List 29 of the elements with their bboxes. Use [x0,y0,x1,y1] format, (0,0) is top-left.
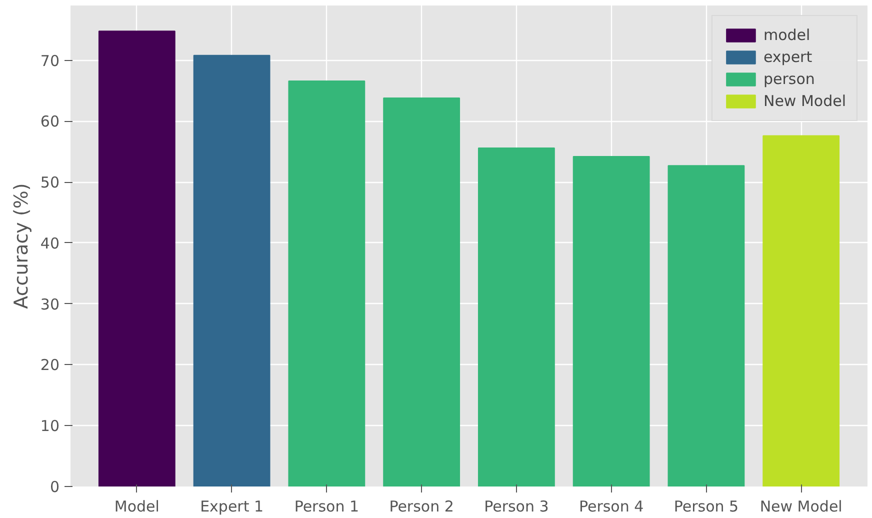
legend-label: person [763,70,815,88]
y-tick-label: 30 [40,295,60,314]
y-tick-label: 70 [40,52,60,70]
bar [193,54,270,486]
legend-label: model [763,26,810,44]
legend-label: New Model [763,92,846,110]
bar [762,135,840,486]
y-tick-label: 10 [40,417,60,436]
x-tick-label: Model [114,498,160,516]
bar [288,80,366,486]
x-tick-label: Person 1 [294,498,360,516]
x-tick-label: Expert 1 [200,498,264,516]
y-tick-label: 40 [40,234,60,252]
y-axis-title: Accuracy (%) [10,183,32,309]
bar [572,156,650,486]
x-tick-label: New Model [760,498,842,516]
x-tick-label: Person 2 [389,498,454,516]
y-tick-label: 20 [40,356,60,374]
bar [668,165,745,486]
bar [383,98,460,486]
legend-label: expert [763,48,812,66]
y-tick-label: 50 [40,174,60,192]
bar [98,30,176,486]
x-tick-label: Person 5 [674,498,739,516]
bar [478,147,555,486]
x-tick-label: Person 4 [578,498,644,516]
x-tick-label: Person 3 [484,498,549,516]
y-tick-label: 0 [50,478,60,496]
y-tick-label: 60 [40,112,60,131]
